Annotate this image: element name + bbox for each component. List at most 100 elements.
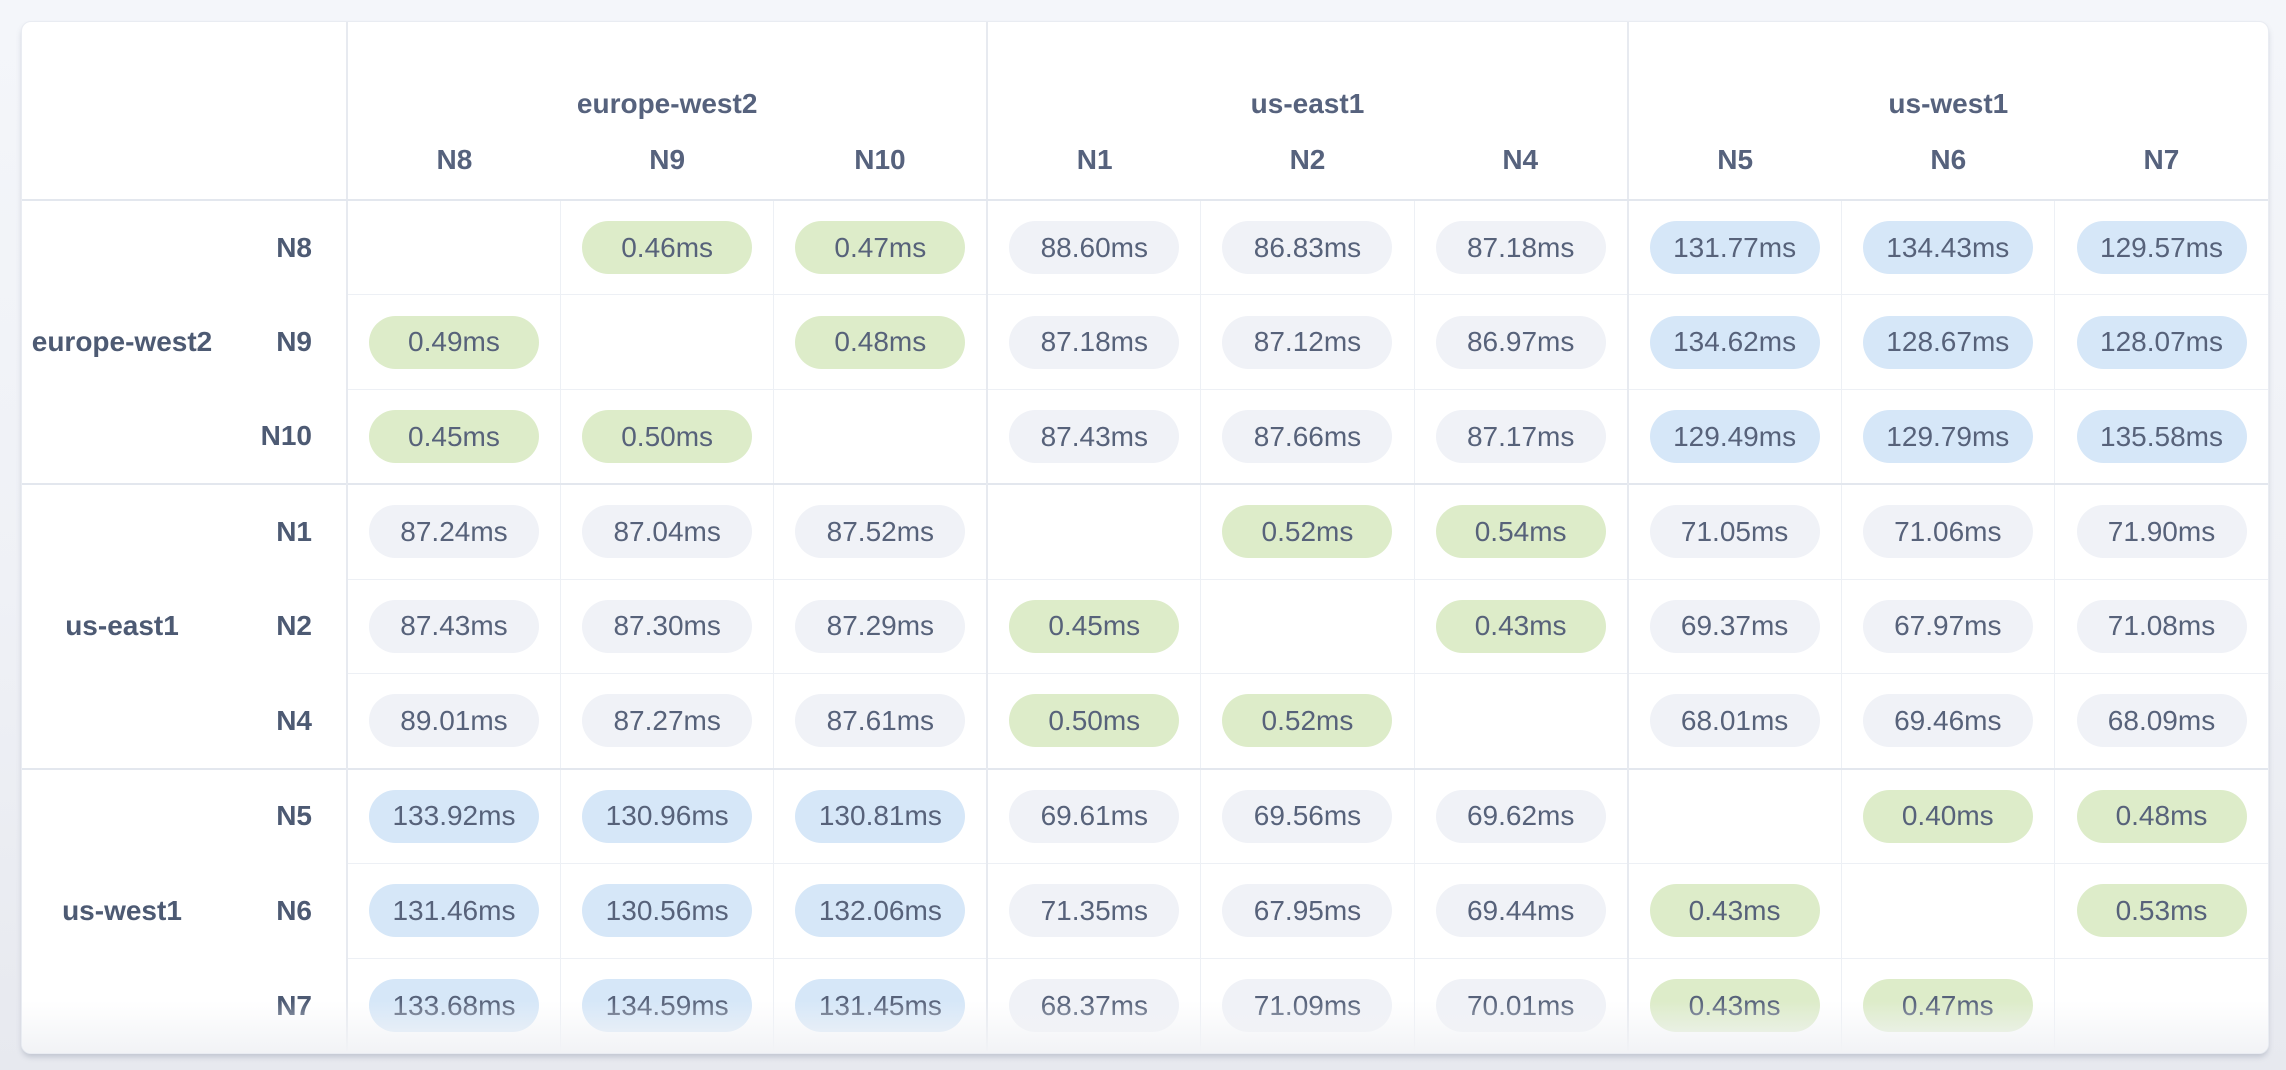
latency-cell-N4-N7: 68.09ms (2054, 673, 2268, 770)
latency-cell-N10-N5: 129.49ms (1626, 389, 1842, 485)
latency-cell-N5-N4: 69.62ms (1413, 767, 1629, 864)
latency-cell-N10-N8: 0.45ms (345, 389, 561, 485)
latency-pill-low: 0.46ms (582, 221, 753, 275)
latency-pill-high: 130.81ms (795, 789, 966, 843)
latency-pill-medium: 71.06ms (1862, 505, 2033, 559)
latency-cell-N5-N6: 0.40ms (1840, 767, 2056, 864)
latency-cell-N7-N7 (2054, 957, 2268, 1053)
latency-cell-N8-N9: 0.46ms (559, 199, 775, 296)
matrix-row-N10: N10 0.45ms 0.50ms 87.43ms 87.66ms 87.17ms 129.… (22, 389, 2268, 485)
latency-pill-medium: 87.30ms (582, 599, 753, 653)
latency-pill-medium: 87.18ms (1435, 221, 1606, 275)
latency-pill-high: 130.56ms (582, 884, 753, 938)
latency-cell-N7-N2: 71.09ms (1200, 957, 1415, 1053)
latency-cell-N7-N10: 131.45ms (773, 957, 988, 1053)
latency-pill-high: 135.58ms (2076, 410, 2247, 464)
latency-pill-medium: 67.95ms (1222, 884, 1393, 938)
latency-cell-N1-N9: 87.04ms (559, 483, 775, 580)
column-region-label: europe-west2 (576, 88, 758, 119)
row-region-label-us-east1: us-east1 (22, 483, 222, 769)
latency-cell-N6-N8: 131.46ms (345, 862, 561, 959)
latency-cell-N6-N4: 69.44ms (1413, 862, 1629, 959)
latency-pill-medium: 71.90ms (2076, 505, 2247, 559)
latency-pill-medium: 67.97ms (1862, 599, 2033, 653)
latency-pill-medium: 87.04ms (582, 505, 753, 559)
matrix-header: europe-west2 N8 N9 N10 us-east1 N1 N2 N4 us-west… (22, 22, 2268, 201)
column-node-label-N7: N7 (2143, 144, 2180, 175)
latency-pill-medium: 86.83ms (1222, 221, 1393, 275)
column-node-label-N8: N8 (436, 144, 473, 175)
latency-cell-N2-N6: 67.97ms (1840, 578, 2056, 675)
latency-cell-N5-N2: 69.56ms (1200, 767, 1415, 864)
row-region-label-us-west1: us-west1 (22, 767, 222, 1053)
latency-pill-medium: 69.61ms (1009, 789, 1180, 843)
row-node-label-N10: N10 (260, 420, 312, 452)
latency-cell-N10-N9: 0.50ms (559, 389, 775, 485)
latency-pill-high: 130.96ms (582, 789, 753, 843)
latency-pill-high: 134.43ms (1862, 221, 2033, 275)
latency-pill-medium: 87.18ms (1009, 315, 1180, 369)
latency-cell-N1-N6: 71.06ms (1840, 483, 2056, 580)
latency-cell-N1-N7: 71.90ms (2054, 483, 2268, 580)
latency-pill-low: 0.53ms (2076, 884, 2247, 938)
latency-pill-high: 132.06ms (795, 884, 966, 938)
latency-pill-medium: 69.56ms (1222, 789, 1393, 843)
latency-cell-N8-N5: 131.77ms (1626, 199, 1842, 296)
latency-cell-N2-N8: 87.43ms (345, 578, 561, 675)
latency-cell-N8-N7: 129.57ms (2054, 199, 2268, 296)
latency-pill-high: 133.68ms (368, 979, 539, 1033)
column-node-label-N4: N4 (1502, 144, 1539, 175)
latency-cell-N4-N4 (1413, 673, 1629, 770)
column-node-label-N9: N9 (649, 144, 686, 175)
latency-cell-N4-N6: 69.46ms (1840, 673, 2056, 770)
latency-pill-low: 0.40ms (1862, 789, 2033, 843)
latency-cell-N2-N9: 87.30ms (559, 578, 775, 675)
latency-pill-high: 128.67ms (1862, 315, 2033, 369)
latency-cell-N4-N10: 87.61ms (773, 673, 988, 770)
column-group-us-west1: us-west1 N5 N6 N7 (1626, 22, 2268, 201)
latency-pill-medium: 71.05ms (1649, 505, 1820, 559)
latency-cell-N6-N7: 0.53ms (2054, 862, 2268, 959)
row-node-label-N2: N2 (276, 610, 312, 642)
latency-cell-N9-N9 (559, 294, 775, 391)
matrix-row-N4: N4 89.01ms 87.27ms 87.61ms 0.50ms 0.52ms 68.01… (22, 673, 2268, 770)
latency-cell-N9-N4: 86.97ms (1413, 294, 1629, 391)
latency-cell-N9-N2: 87.12ms (1200, 294, 1415, 391)
column-node-label-N1: N1 (1076, 144, 1113, 175)
latency-pill-high: 129.49ms (1649, 410, 1820, 464)
latency-pill-medium: 69.44ms (1435, 884, 1606, 938)
latency-pill-low: 0.47ms (1862, 979, 2033, 1033)
matrix-row-N5: us-west1 N5 133.92ms 130.96ms 130.81ms 69.61m… (22, 767, 2268, 1053)
latency-pill-medium: 69.37ms (1649, 599, 1820, 653)
latency-cell-N1-N8: 87.24ms (345, 483, 561, 580)
latency-cell-N9-N6: 128.67ms (1840, 294, 2056, 391)
latency-cell-N10-N2: 87.66ms (1200, 389, 1415, 485)
latency-cell-N4-N2: 0.52ms (1200, 673, 1415, 770)
latency-cell-N10-N7: 135.58ms (2054, 389, 2268, 485)
latency-cell-N10-N4: 87.17ms (1413, 389, 1629, 485)
latency-cell-N4-N8: 89.01ms (345, 673, 561, 770)
column-node-labels: N1 N2 N4 (988, 144, 1626, 176)
latency-cell-N1-N1 (986, 483, 1202, 580)
matrix-header-row: europe-west2 N8 N9 N10 us-east1 N1 N2 N4 us-west… (22, 22, 2268, 201)
latency-cell-N4-N9: 87.27ms (559, 673, 775, 770)
latency-cell-N9-N7: 128.07ms (2054, 294, 2268, 391)
latency-matrix-table: europe-west2 N8 N9 N10 us-east1 N1 N2 N4 us-west… (22, 22, 2268, 1053)
latency-cell-N9-N10: 0.48ms (773, 294, 988, 391)
latency-pill-medium: 87.43ms (368, 599, 539, 653)
latency-pill-high: 131.45ms (795, 979, 966, 1033)
row-node-label-N4: N4 (276, 704, 312, 736)
latency-pill-medium: 71.09ms (1222, 979, 1393, 1033)
latency-pill-high: 128.07ms (2076, 315, 2247, 369)
latency-pill-medium: 88.60ms (1009, 221, 1180, 275)
latency-cell-N7-N6: 0.47ms (1840, 957, 2056, 1053)
latency-cell-N7-N5: 0.43ms (1626, 957, 1842, 1053)
latency-cell-N8-N6: 134.43ms (1840, 199, 2056, 296)
latency-cell-N2-N5: 69.37ms (1626, 578, 1842, 675)
latency-cell-N2-N7: 71.08ms (2054, 578, 2268, 675)
latency-cell-N7-N8: 133.68ms (345, 957, 561, 1053)
latency-pill-high: 134.62ms (1649, 315, 1820, 369)
latency-cell-N7-N4: 70.01ms (1413, 957, 1629, 1053)
latency-pill-medium: 70.01ms (1435, 979, 1606, 1033)
latency-pill-medium: 69.62ms (1435, 789, 1606, 843)
